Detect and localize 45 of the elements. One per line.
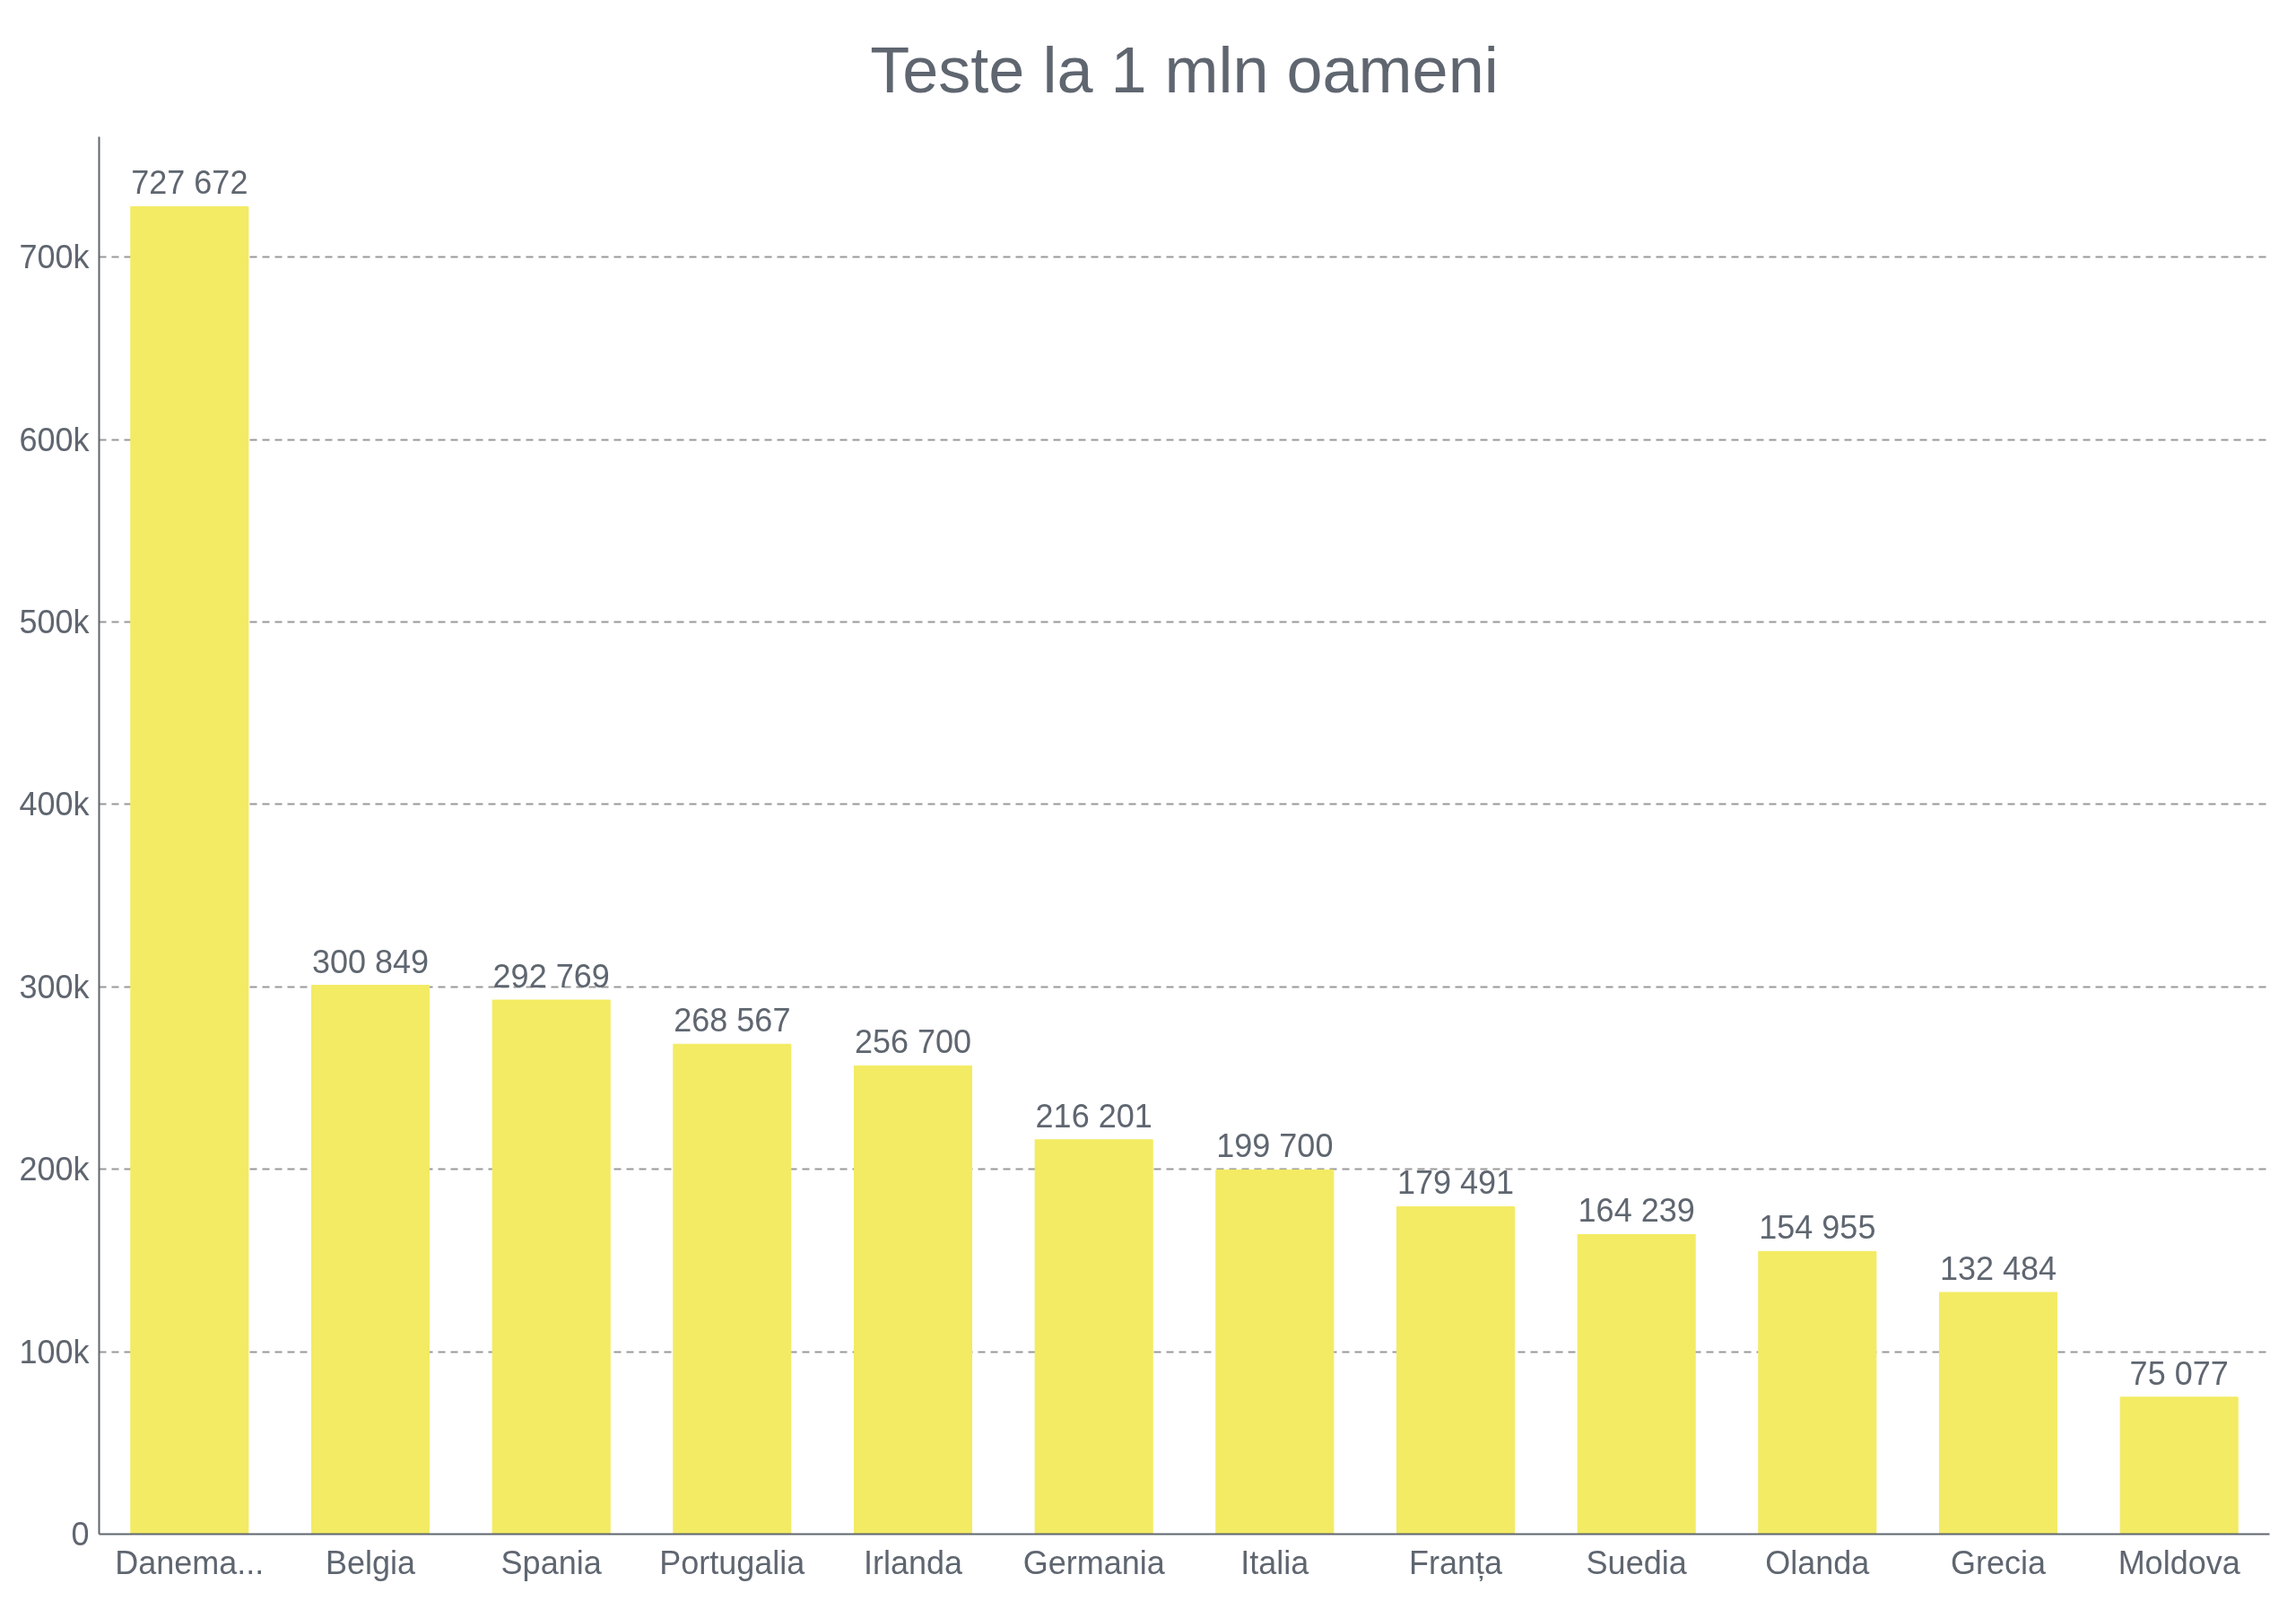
data-label: 164 239	[1578, 1192, 1695, 1230]
bar	[491, 999, 611, 1535]
x-tick-label: Irlanda	[863, 1544, 964, 1581]
bar	[1758, 1250, 1877, 1535]
x-tick-label: Grecia	[1950, 1544, 2047, 1581]
x-tick-label: Suedia	[1586, 1544, 1688, 1581]
data-label: 216 201	[1035, 1097, 1152, 1135]
bar	[1396, 1205, 1516, 1535]
y-tick-label: 200k	[19, 1151, 91, 1188]
bar	[1034, 1139, 1153, 1535]
data-label: 292 769	[492, 958, 610, 996]
data-label: 300 849	[311, 943, 430, 980]
data-label: 727 672	[131, 164, 248, 202]
bar	[1577, 1233, 1696, 1535]
x-tick-label: Belgia	[325, 1544, 417, 1581]
chart-title: Teste la 1 mln oameni	[870, 33, 1499, 106]
bar	[853, 1065, 973, 1535]
bar	[310, 985, 430, 1535]
y-tick-label: 600k	[19, 421, 91, 458]
bar	[130, 205, 249, 1535]
x-tick-label: Franța	[1408, 1544, 1503, 1581]
x-tick-label: Spania	[500, 1544, 603, 1581]
y-tick-label: 0	[71, 1516, 90, 1553]
bar	[1215, 1169, 1335, 1535]
x-tick-label: Italia	[1240, 1544, 1310, 1581]
y-tick-label: 400k	[19, 786, 91, 823]
data-label: 75 077	[2129, 1354, 2229, 1392]
bar	[2119, 1396, 2239, 1535]
data-label: 154 955	[1759, 1209, 1876, 1247]
y-tick-label: 100k	[19, 1333, 91, 1370]
y-tick-label: 500k	[19, 604, 91, 641]
data-label: 256 700	[854, 1023, 972, 1061]
data-label: 179 491	[1396, 1164, 1515, 1202]
x-tick-label: Moldova	[2118, 1544, 2241, 1581]
data-label: 268 567	[674, 1002, 791, 1040]
x-tick-label: Olanda	[1765, 1544, 1871, 1581]
data-label: 199 700	[1216, 1127, 1334, 1165]
x-tick-label: Germania	[1022, 1544, 1166, 1581]
y-tick-label: 700k	[19, 239, 91, 276]
x-tick-label: Portugalia	[659, 1544, 806, 1581]
data-label: 132 484	[1939, 1250, 2057, 1288]
x-tick-label: Danema...	[115, 1544, 265, 1581]
bar	[1938, 1292, 2058, 1535]
bar	[673, 1043, 792, 1535]
y-tick-label: 300k	[19, 968, 91, 1005]
